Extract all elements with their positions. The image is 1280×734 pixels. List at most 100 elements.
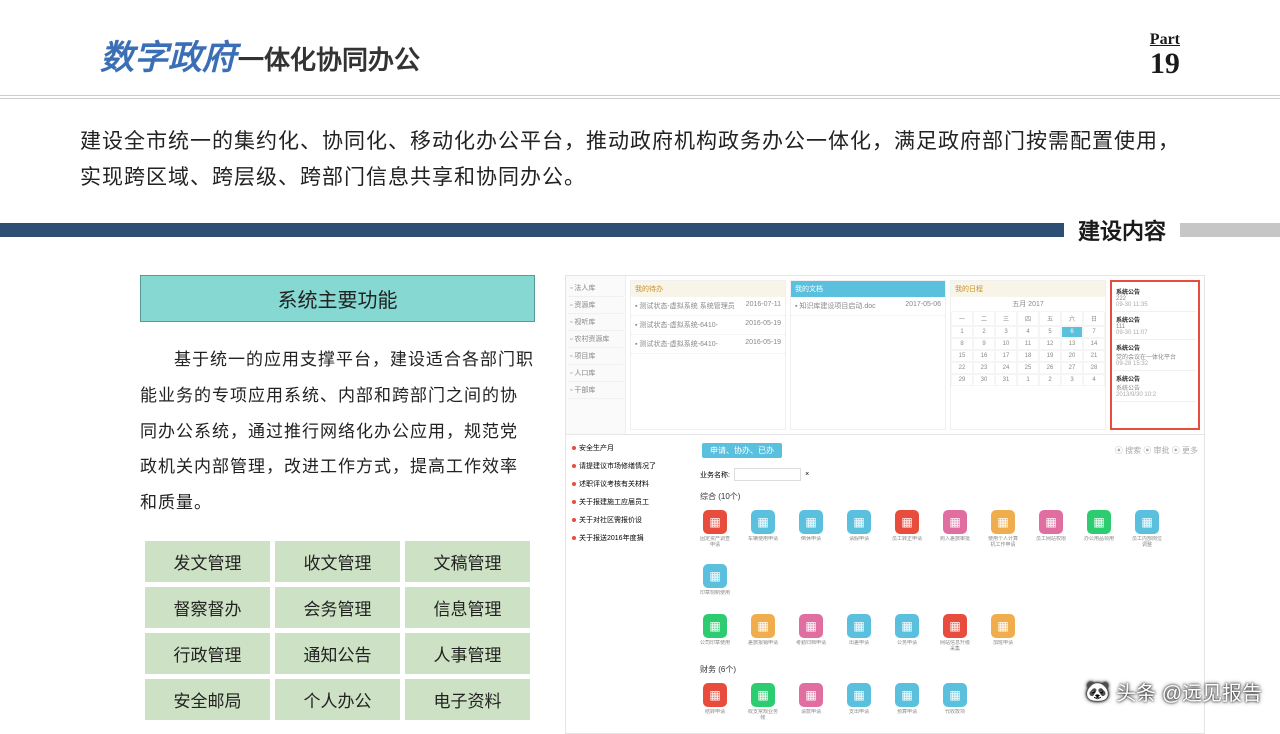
sidebar-item[interactable]: ▫ 项目库 [568,348,623,365]
dashboard-mock: ▫ 法人库▫ 资源库▫ 视听库▫ 农村资源库▫ 项目库▫ 人口库▫ 干部库 我的… [565,275,1205,435]
cal-day[interactable]: 3 [1061,374,1083,386]
app-tab-active[interactable]: 申请、协办、已办 [702,443,782,458]
search-input[interactable] [734,468,801,481]
cal-day[interactable]: 31 [995,374,1017,386]
cal-header: 六 [1061,311,1083,326]
app-icon[interactable]: ▦车辆使用申请 [748,510,778,548]
close-icon[interactable]: × [805,471,809,478]
list-item[interactable]: 关于报建施工应届员工 [570,493,692,511]
app-icon[interactable]: ▦倒休申请 [796,510,826,548]
app-icon[interactable]: ▦代收款项 [940,683,970,721]
sidebar-item[interactable]: ▫ 法人库 [568,280,623,297]
cal-header: 四 [1017,311,1039,326]
notice-item[interactable]: 系统公告党的会议在一体化平台09-28 15:32 [1114,340,1196,371]
app-icon[interactable]: ▦购入差旅审批 [940,510,970,548]
notice-item[interactable]: 系统公告11109-30 11:07 [1114,312,1196,340]
sidebar-item[interactable]: ▫ 视听库 [568,314,623,331]
table-cell: 安全邮局 [143,676,273,722]
content: 系统主要功能 基于统一的应用支撑平台，建设适合各部门职能业务的专项应用系统、内部… [0,245,1280,734]
app-icon[interactable]: ▦收支常规业务帐 [748,683,778,721]
cal-day[interactable]: 14 [1083,338,1105,350]
list-item[interactable]: 关于报送2016年度捐 [570,529,692,547]
app-icon[interactable]: ▦员工转正申请 [892,510,922,548]
sidebar-item[interactable]: ▫ 资源库 [568,297,623,314]
cal-day[interactable]: 1 [951,326,973,338]
cal-day[interactable]: 11 [1017,338,1039,350]
list-item[interactable]: ▪ 测试状态-虚拟系统-6410-2016-05-19 [631,335,785,354]
list-item[interactable]: ▪ 知识库建设项目启动.doc2017-05-06 [791,297,945,316]
cal-day[interactable]: 3 [995,326,1017,338]
cal-day[interactable]: 30 [973,374,995,386]
table-cell: 信息管理 [403,584,533,630]
cal-day[interactable]: 10 [995,338,1017,350]
cal-day[interactable]: 20 [1061,350,1083,362]
app-icon[interactable]: ▦员工网站权限 [1036,510,1066,548]
table-cell: 督察督办 [143,584,273,630]
cal-day[interactable]: 28 [1083,362,1105,374]
cal-day[interactable]: 21 [1083,350,1105,362]
app-icon[interactable]: ▦请假申请 [844,510,874,548]
cal-day[interactable]: 8 [951,338,973,350]
cal-day[interactable]: 17 [995,350,1017,362]
cal-day[interactable]: 19 [1039,350,1061,362]
cal-day[interactable]: 27 [1061,362,1083,374]
dash-main: 我的待办 ▪ 测试状态-虚拟系统 系统管理员2016-07-11▪ 测试状态-虚… [626,276,1204,434]
app-icon[interactable]: ▦出差申请 [844,614,874,652]
app-icon[interactable]: ▦网站信息升级采集 [940,614,970,652]
cal-day[interactable]: 6 [1061,326,1083,338]
app-icon[interactable]: ▦请款申请 [796,683,826,721]
cal-day[interactable]: 5 [1039,326,1061,338]
cal-day[interactable]: 1 [1017,374,1039,386]
cal-day[interactable]: 7 [1083,326,1105,338]
app-icon[interactable]: ▦考勤归档申请 [796,614,826,652]
title-sub: 一体化协同办公 [238,40,420,77]
cal-day[interactable]: 12 [1039,338,1061,350]
cal-day[interactable]: 26 [1039,362,1061,374]
panel-title: 我的待办 [631,281,785,297]
app-icon[interactable]: ▦公务申请 [892,614,922,652]
left-column: 系统主要功能 基于统一的应用支撑平台，建设适合各部门职能业务的专项应用系统、内部… [140,275,535,734]
cal-day[interactable]: 25 [1017,362,1039,374]
notice-item[interactable]: 系统公告22209-30 11:35 [1114,284,1196,312]
cal-day[interactable]: 22 [951,362,973,374]
cal-day[interactable]: 24 [995,362,1017,374]
app-icon[interactable]: ▦印章刻制使用 [700,564,730,602]
table-cell: 文稿管理 [403,538,533,584]
app-icon[interactable]: ▦加班申请 [988,614,1018,652]
cal-day[interactable]: 15 [951,350,973,362]
table-cell: 电子资料 [403,676,533,722]
app-icon[interactable]: ▦办公用品领用 [1084,510,1114,548]
cal-day[interactable]: 2 [1039,374,1061,386]
cal-month: 五月 2017 [951,297,1105,311]
notice-item[interactable]: 系统公告系统公告2013/9/30 10:2 [1114,371,1196,402]
cal-day[interactable]: 16 [973,350,995,362]
list-item[interactable]: ▪ 测试状态-虚拟系统-6410-2016-05-19 [631,316,785,335]
app-icon[interactable]: ▦员工内部岗位调整 [1132,510,1162,548]
cal-day[interactable]: 4 [1083,374,1105,386]
sidebar-item[interactable]: ▫ 农村资源库 [568,331,623,348]
list-item[interactable]: 关于对社区需报价设 [570,511,692,529]
cal-day[interactable]: 23 [973,362,995,374]
part-number: 19 [1150,49,1180,79]
app-icon[interactable]: ▦固定资产调查申请 [700,510,730,548]
app-grid-1: ▦固定资产调查申请 ▦车辆使用申请 ▦倒休申请 ▦请假申请 ▦员工转正申请 ▦购入差旅审批… [700,506,1200,610]
sidebar-item[interactable]: ▫ 人口库 [568,365,623,382]
list-item[interactable]: 安全生产月 [570,439,692,457]
app-icon[interactable]: ▦结转申请 [700,683,730,721]
list-item[interactable]: 述职评议考核有关材料 [570,475,692,493]
cal-day[interactable]: 4 [1017,326,1039,338]
cal-day[interactable]: 9 [973,338,995,350]
app-icon[interactable]: ▦差旅报销申请 [748,614,778,652]
list-item[interactable]: ▪ 测试状态-虚拟系统 系统管理员2016-07-11 [631,297,785,316]
list-item[interactable]: 请提建议市场修缮情况了 [570,457,692,475]
app-icon[interactable]: ▦使用个人计算机工作申请 [988,510,1018,548]
app-icon[interactable]: ▦公司印章使用 [700,614,730,652]
cal-day[interactable]: 29 [951,374,973,386]
cal-day[interactable]: 18 [1017,350,1039,362]
app-icon[interactable]: ▦预算申请 [892,683,922,721]
body-text: 基于统一的应用支撑平台，建设适合各部门职能业务的专项应用系统、内部和跨部门之间的… [140,342,535,520]
cal-day[interactable]: 13 [1061,338,1083,350]
cal-day[interactable]: 2 [973,326,995,338]
app-icon[interactable]: ▦支出申请 [844,683,874,721]
sidebar-item[interactable]: ▫ 干部库 [568,382,623,399]
